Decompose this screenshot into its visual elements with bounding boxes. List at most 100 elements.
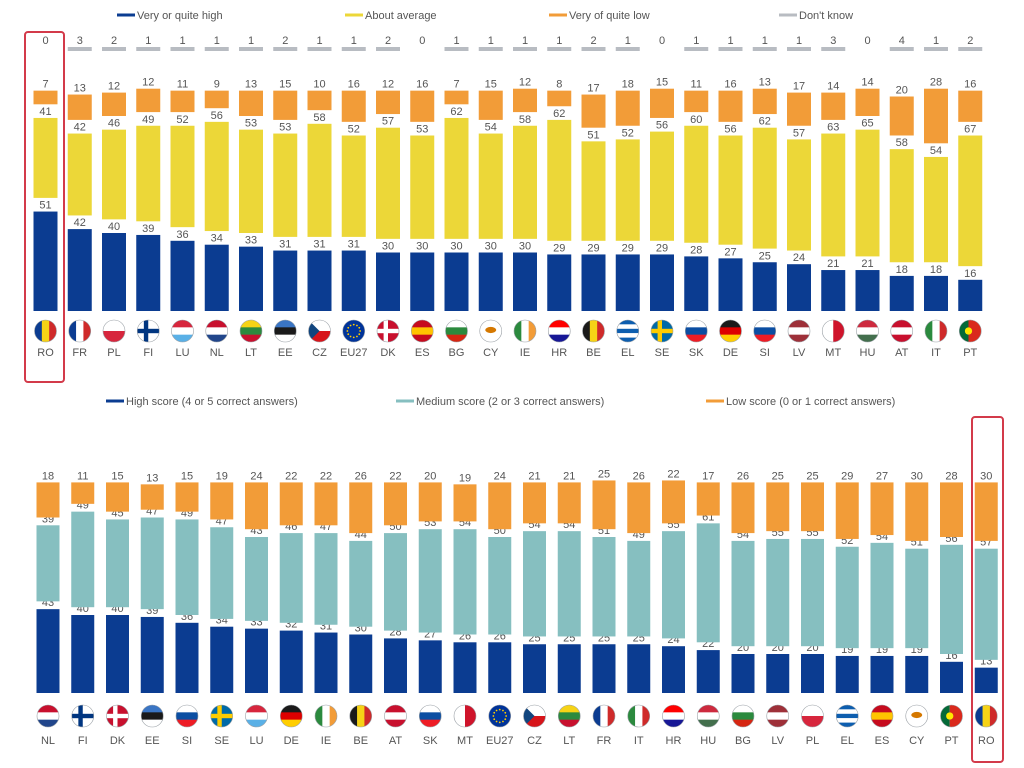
bar-very-of-quite-low-nl: [204, 90, 229, 109]
flag-eu27-icon: [342, 319, 366, 343]
data-label-about-average-at: 58: [896, 137, 908, 149]
data-label-don-t-know-es: 0: [419, 35, 425, 47]
flag-fr-icon: [592, 704, 616, 728]
bar-high-score-4-or-5-correct-answers-dk: [106, 615, 129, 693]
data-label-about-average-lu: 52: [176, 114, 188, 126]
bar-very-or-quite-high-sk: [684, 256, 709, 311]
data-label-about-average-hu: 65: [861, 118, 873, 130]
bar-very-of-quite-low-sk: [684, 90, 709, 113]
tick-label-cy: CY: [483, 347, 499, 359]
data-label-don-t-know-de: 1: [727, 35, 733, 47]
data-label-about-average-hr: 62: [553, 108, 565, 120]
bar-about-average-dk: [376, 127, 400, 239]
bar-about-average-lv: [787, 139, 811, 251]
bar-low-score-0-or-1-correct-answers-hr: [662, 480, 685, 524]
bar-medium-score-2-or-3-correct-answers-be: [349, 540, 373, 627]
data-label-very-of-quite-low-dk: 12: [382, 79, 394, 91]
tick-label-be: BE: [353, 735, 368, 747]
tick-label-si: SI: [760, 347, 770, 359]
data-label-very-of-quite-low-hr: 8: [556, 79, 562, 91]
tick-label-nl: NL: [210, 347, 224, 359]
data-label-about-average-lv: 57: [793, 127, 805, 139]
data-label-about-average-se: 56: [656, 120, 668, 132]
data-label-about-average-es: 53: [416, 124, 428, 136]
data-label-low-score-0-or-1-correct-answers-lt: 21: [563, 470, 575, 482]
tick-label-de: DE: [723, 347, 738, 359]
bar-high-score-4-or-5-correct-answers-lu: [245, 628, 268, 693]
flag-si-icon: [753, 319, 777, 343]
flag-lv-icon: [766, 704, 790, 728]
data-label-very-or-quite-high-lt: 33: [245, 235, 257, 247]
data-label-about-average-pl: 46: [108, 118, 120, 130]
bar-medium-score-2-or-3-correct-answers-lv: [766, 538, 790, 647]
bar-medium-score-2-or-3-correct-answers-lt: [557, 531, 581, 637]
bar-medium-score-2-or-3-correct-answers-ie: [314, 533, 338, 625]
bar-very-of-quite-low-at: [889, 96, 914, 136]
data-label-don-t-know-ee: 2: [282, 35, 288, 47]
data-label-don-t-know-mt: 3: [830, 35, 836, 47]
bar-don-t-know-fr: [67, 47, 92, 51]
bar-low-score-0-or-1-correct-answers-sk: [418, 482, 442, 522]
data-label-very-or-quite-high-dk: 30: [382, 241, 394, 253]
flag-mt-icon: [453, 704, 477, 728]
flag-dk-icon: [106, 704, 129, 728]
bar-about-average-pt: [958, 135, 983, 267]
flag-fi-icon: [71, 704, 95, 728]
data-label-very-of-quite-low-si: 13: [759, 77, 771, 89]
bar-medium-score-2-or-3-correct-answers-sk: [418, 529, 442, 633]
bar-low-score-0-or-1-correct-answers-pt: [940, 482, 963, 537]
bar-medium-score-2-or-3-correct-answers-hr: [662, 531, 685, 639]
data-label-very-of-quite-low-lv: 17: [793, 81, 805, 93]
tick-label-eu27: EU27: [486, 735, 514, 747]
flag-ie-icon: [513, 319, 537, 343]
bar-very-of-quite-low-el: [615, 90, 640, 126]
tick-label-it: IT: [634, 735, 644, 747]
bar-very-or-quite-high-fi: [136, 234, 161, 311]
data-label-about-average-si: 62: [759, 116, 771, 128]
tick-label-mt: MT: [825, 347, 841, 359]
data-label-don-t-know-at: 4: [899, 35, 905, 47]
bar-about-average-el: [615, 139, 640, 241]
bar-high-score-4-or-5-correct-answers-fi: [71, 615, 95, 693]
bar-about-average-bg: [444, 117, 469, 239]
bar-medium-score-2-or-3-correct-answers-mt: [453, 529, 477, 635]
bar-medium-score-2-or-3-correct-answers-eu27: [488, 537, 512, 635]
bar-low-score-0-or-1-correct-answers-hu: [696, 482, 720, 516]
bar-low-score-0-or-1-correct-answers-fr: [592, 480, 616, 530]
data-label-about-average-fi: 49: [142, 114, 154, 126]
bar-very-or-quite-high-si: [752, 262, 777, 311]
bar-about-average-si: [752, 127, 777, 249]
bar-don-t-know-cy: [478, 47, 503, 51]
bar-don-t-know-fi: [136, 47, 161, 51]
data-label-about-average-it: 54: [930, 145, 942, 157]
bar-low-score-0-or-1-correct-answers-cy: [905, 482, 929, 541]
data-label-low-score-0-or-1-correct-answers-es: 27: [876, 470, 888, 482]
tick-label-at: AT: [389, 735, 403, 747]
data-label-very-or-quite-high-it: 18: [930, 264, 942, 276]
data-label-very-or-quite-high-el: 29: [622, 242, 634, 254]
data-label-very-of-quite-low-de: 16: [724, 79, 736, 91]
data-label-don-t-know-cz: 1: [316, 35, 322, 47]
flag-lt-icon: [239, 319, 263, 343]
bar-very-of-quite-low-es: [410, 90, 435, 122]
bar-high-score-4-or-5-correct-answers-nl: [36, 609, 60, 693]
bar-very-of-quite-low-be: [581, 94, 606, 128]
bar-medium-score-2-or-3-correct-answers-bg: [731, 540, 755, 647]
bar-very-of-quite-low-fr: [67, 94, 92, 120]
bar-very-or-quite-high-hu: [855, 270, 880, 311]
flag-nl-icon: [36, 704, 60, 728]
data-label-about-average-dk: 57: [382, 116, 394, 128]
bar-very-of-quite-low-hu: [855, 88, 880, 116]
bar-very-of-quite-low-dk: [376, 90, 400, 115]
data-label-don-t-know-el: 1: [625, 35, 631, 47]
bar-low-score-0-or-1-correct-answers-el: [835, 482, 859, 539]
data-label-about-average-be: 51: [587, 129, 599, 141]
flag-cz-icon: [523, 704, 546, 728]
data-label-very-or-quite-high-ie: 30: [519, 241, 531, 253]
data-label-very-or-quite-high-nl: 34: [211, 233, 223, 245]
bar-don-t-know-ie: [513, 47, 537, 51]
bar-high-score-4-or-5-correct-answers-cy: [905, 655, 929, 693]
data-label-low-score-0-or-1-correct-answers-lv: 25: [772, 470, 784, 482]
data-label-don-t-know-fi: 1: [145, 35, 151, 47]
data-label-low-score-0-or-1-correct-answers-el: 29: [841, 470, 853, 482]
